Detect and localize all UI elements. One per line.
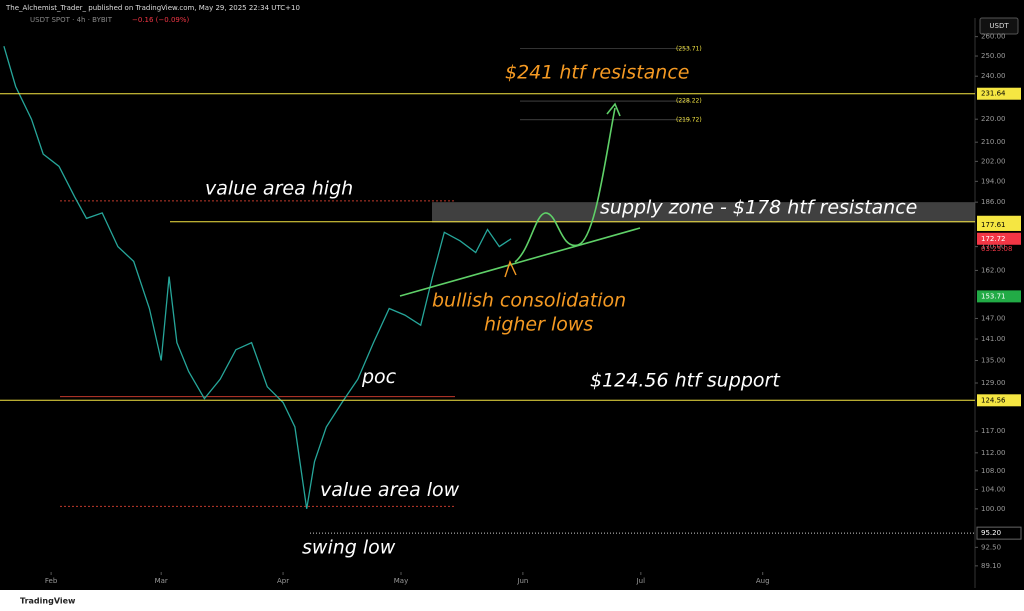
fib-label: (219.72) [676,116,702,123]
price-label-box [977,218,1021,231]
supply-zone-label: supply zone - $178 htf resistance [600,197,917,219]
y-tick-label: 108.00 [981,467,1006,475]
y-tick-label: 210.00 [981,138,1006,146]
price-label: 177.61 [981,221,1006,229]
y-tick-label: 220.00 [981,115,1006,123]
fib-label: (253.71) [676,45,702,52]
x-tick-label: Aug [756,577,770,585]
currency: USDT [989,22,1009,30]
x-tick-label: May [394,577,408,585]
annotation: bullish consolidation [432,290,626,312]
price-line [3,46,512,509]
y-tick-label: 104.00 [981,485,1006,493]
profile-level-label: value area high [205,177,353,199]
x-tick-label: Apr [277,577,289,585]
y-tick-label: 250.00 [981,52,1006,60]
trendline [399,227,641,297]
price-label: 95.20 [981,529,1001,537]
x-tick-label: Jun [516,577,528,585]
y-tick-label: 202.00 [981,157,1006,165]
price-label-box [977,290,1021,303]
price-label: 231.64 [981,90,1006,98]
y-tick-label: 141.00 [981,335,1006,343]
y-tick-label: 186.00 [981,198,1006,206]
pointer-arrow [504,260,517,278]
y-tick-label: 89.10 [981,562,1001,570]
profile-level-label: poc [361,366,397,388]
y-tick-label: 135.00 [981,357,1006,365]
annotation: swing low [302,537,396,559]
y-tick-label: 240.00 [981,72,1006,80]
price-label: 124.56 [981,396,1006,404]
projection [514,107,616,263]
price-label: 172.72 [981,235,1006,243]
brand: TradingView [20,597,76,606]
annotation: $124.56 htf support [590,370,781,392]
currency-box [979,17,1019,35]
price-label-box [977,232,1021,245]
y-tick-label: 162.00 [981,266,1006,274]
projection-arrow [606,102,621,117]
change: −0.16 (−0.09%) [132,16,190,24]
y-tick-label: 260.00 [981,33,1006,41]
countdown: 03:25:08 [981,245,1012,253]
fib-label: (228.22) [676,98,702,105]
x-tick-label: Feb [45,577,58,585]
x-tick-label: Jul [636,577,646,585]
y-tick-label: 129.00 [981,379,1006,387]
annotation: $241 htf resistance [505,62,689,84]
y-tick-label: 112.00 [981,449,1006,457]
publisher: The_Alchemist_Trader_ published on Tradi… [5,4,300,12]
symbol: USDT SPOT · 4h · BYBIT [30,16,113,24]
price-label-box [976,526,1022,540]
price-label-box [977,87,1021,100]
supply-zone [432,202,975,223]
y-tick-label: 117.00 [981,427,1006,435]
y-tick-label: 170.00 [981,243,1006,251]
y-tick-label: 92.50 [981,543,1001,551]
profile-level-label: value area low [320,479,460,501]
price-label-box [977,394,1021,407]
x-tick-label: Mar [155,577,168,585]
y-tick-label: 100.00 [981,505,1006,513]
annotation: higher lows [484,314,593,336]
y-tick-label: 194.00 [981,177,1006,185]
y-tick-label: 147.00 [981,314,1006,322]
price-label: 153.71 [981,292,1006,300]
